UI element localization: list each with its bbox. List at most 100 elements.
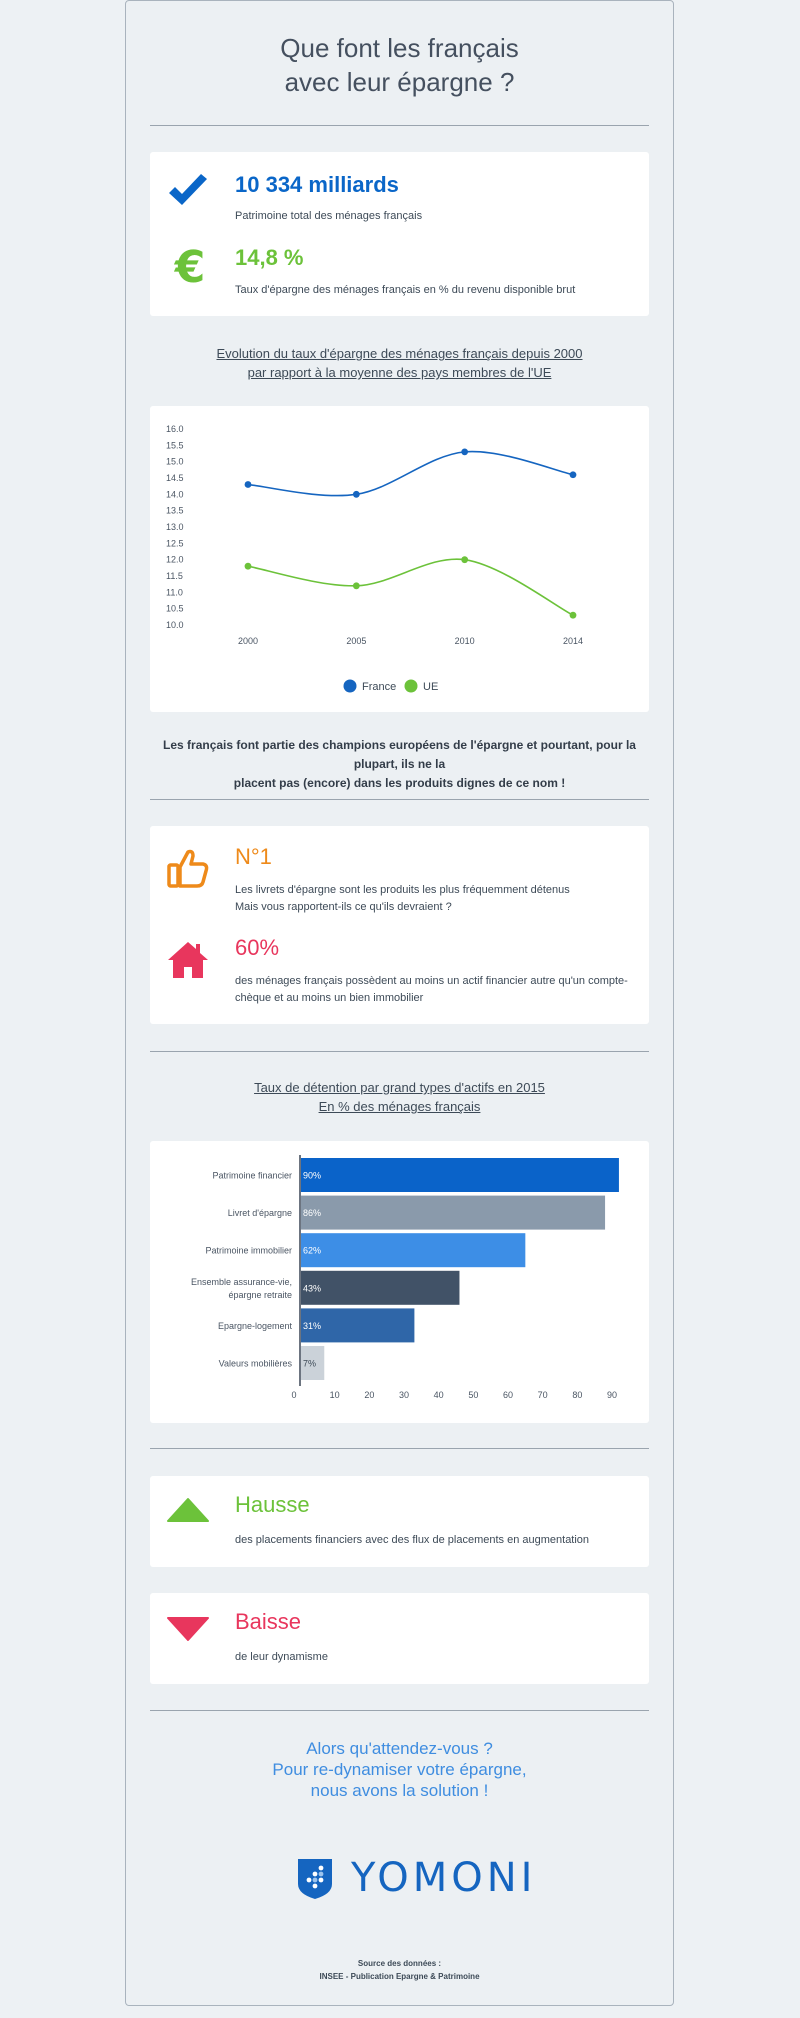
- thumbs-up-icon: [167, 849, 209, 888]
- data-point: [244, 481, 252, 488]
- trend-up-desc: des placements financiers avec des flux …: [235, 1534, 590, 1546]
- brand-logo[interactable]: YOMONI: [297, 1855, 532, 1902]
- checkmark-icon: [169, 174, 207, 205]
- data-point: [461, 556, 469, 564]
- page-title: Que font les français avec leur épargne …: [126, 31, 673, 99]
- y-tick-label: 15.0: [166, 457, 184, 467]
- legend-marker: [343, 679, 357, 693]
- category-label: Livret d'épargne: [228, 1208, 292, 1218]
- y-tick-label: 12.5: [166, 538, 184, 548]
- multi-asset-desc-2: chèque et au moins un bien immobilier: [235, 992, 424, 1004]
- x-tick-label: 30: [399, 1390, 409, 1400]
- call-to-action: Alors qu'attendez-vous ? Pour re-dynamis…: [150, 1738, 649, 1801]
- cta-line-2: Pour re-dynamiser votre épargne,: [272, 1760, 527, 1779]
- source-line-2: INSEE - Publication Epargne & Patrimoine: [319, 1972, 480, 1981]
- y-tick-label: 15.5: [166, 440, 184, 450]
- bar-value-label: 43%: [303, 1283, 321, 1293]
- savings-rate-value: 14,8 %: [235, 245, 304, 270]
- title-line-2: avec leur épargne ?: [284, 67, 515, 97]
- trend-down-value: Baisse: [235, 1609, 302, 1634]
- line-chart: 16.0 15.5 15.0 14.5 14.0 13.5 13.0 12.5 12.0 11.5…: [166, 424, 583, 693]
- multi-asset-desc: des ménages français possèdent au moins …: [235, 973, 635, 1007]
- x-tick-label: 2005: [346, 636, 366, 646]
- category-label: Epargne-logement: [218, 1321, 293, 1331]
- y-tick-label: 14.5: [166, 473, 184, 483]
- x-tick-label: 60: [503, 1390, 513, 1400]
- data-point: [244, 562, 252, 570]
- x-tick-label: 2014: [563, 636, 583, 646]
- top-product-desc-1: Les livrets d'épargne sont les produits …: [235, 884, 570, 896]
- category-label: Valeurs mobilières: [219, 1359, 293, 1369]
- triangle-down-icon: [167, 1617, 209, 1641]
- key-figures-card: 10 334 milliards Patrimoine total des mé…: [150, 152, 649, 316]
- bar-value-label: 90%: [303, 1171, 321, 1181]
- y-tick-label: 10.5: [166, 604, 184, 614]
- data-point: [461, 448, 469, 456]
- data-point: [352, 490, 360, 498]
- top-product-desc-2: Mais vous rapportent-ils ce qu'ils devra…: [235, 901, 452, 913]
- divider: [150, 799, 649, 800]
- trend-up-value: Hausse: [235, 1492, 310, 1517]
- category-label: Patrimoine financier: [212, 1171, 292, 1181]
- total-wealth-value: 10 334 milliards: [235, 172, 399, 197]
- line-chart-heading-1: Evolution du taux d'épargne des ménages …: [216, 346, 583, 361]
- multi-asset-value: 60%: [235, 935, 280, 960]
- triangle-up-icon: [167, 1498, 209, 1522]
- category-label: Patrimoine immobilier: [205, 1246, 292, 1256]
- holdings-card: N°1 Les livrets d'épargne sont les produ…: [150, 826, 649, 1024]
- bar-value-label: 62%: [303, 1246, 321, 1256]
- x-tick-label: 2010: [455, 636, 475, 646]
- savings-rate-desc: Taux d'épargne des ménages français en %…: [235, 284, 576, 296]
- category-label: épargne retraite: [228, 1290, 292, 1300]
- x-tick-label: 10: [330, 1390, 340, 1400]
- divider: [150, 1051, 649, 1052]
- infographic-frame: Que font les français avec leur épargne …: [125, 0, 674, 2006]
- bar-value-label: 31%: [303, 1321, 321, 1331]
- total-wealth-desc: Patrimoine total des ménages français: [235, 210, 423, 222]
- bar: [301, 1308, 415, 1343]
- trend-down-desc: de leur dynamisme: [235, 1651, 328, 1663]
- y-tick-label: 12.0: [166, 555, 184, 565]
- bar-value-label: 86%: [303, 1208, 321, 1218]
- euro-icon: €: [174, 244, 206, 288]
- shield-icon: [298, 1859, 332, 1899]
- multi-asset-desc-1: des ménages français possèdent au moins …: [235, 975, 628, 987]
- data-point: [569, 611, 577, 619]
- y-tick-label: 16.0: [166, 424, 184, 434]
- bar: [301, 1233, 526, 1268]
- house-icon: [168, 942, 208, 978]
- bar-chart-heading: Taux de détention par grand types d'acti…: [150, 1078, 649, 1116]
- x-tick-label: 0: [291, 1390, 296, 1400]
- top-product-desc: Les livrets d'épargne sont les produits …: [235, 882, 635, 916]
- y-tick-label: 11.0: [166, 587, 183, 597]
- trend-down-card: Baisse de leur dynamisme: [150, 1593, 649, 1684]
- svg-text:€: €: [174, 244, 206, 288]
- cta-line-3: nous avons la solution !: [310, 1781, 489, 1800]
- x-tick-label: 20: [364, 1390, 374, 1400]
- legend-marker: [404, 679, 418, 693]
- claim-line-2: placent pas (encore) dans les produits d…: [233, 776, 566, 790]
- bar: [301, 1158, 619, 1192]
- bar-chart-heading-2: En % des ménages français: [318, 1099, 481, 1114]
- divider: [150, 1448, 649, 1449]
- top-product-value: N°1: [235, 844, 272, 869]
- source-line-1: Source des données :: [357, 1959, 442, 1968]
- data-point: [569, 471, 577, 479]
- bar: [301, 1195, 606, 1230]
- series-line-ue: [247, 558, 574, 616]
- bar-chart-card: 90% Patrimoine financier 86% Livret d'éparg…: [150, 1141, 649, 1423]
- y-tick-label: 13.5: [166, 506, 184, 516]
- x-tick-label: 2000: [238, 636, 258, 646]
- line-chart-heading: Evolution du taux d'épargne des ménages …: [150, 344, 649, 382]
- y-tick-label: 10.0: [166, 620, 184, 630]
- title-line-1: Que font les français: [280, 33, 519, 63]
- bar-chart-heading-1: Taux de détention par grand types d'acti…: [254, 1080, 545, 1095]
- divider: [150, 125, 649, 126]
- brand-name: YOMONI: [351, 1855, 537, 1901]
- bar: [301, 1270, 460, 1305]
- line-chart-heading-2: par rapport à la moyenne des pays membre…: [247, 365, 552, 380]
- bar-chart: 90% Patrimoine financier 86% Livret d'éparg…: [191, 1155, 619, 1400]
- legend-label: UE: [423, 681, 438, 693]
- x-tick-label: 40: [434, 1390, 444, 1400]
- trend-up-card: Hausse des placements financiers avec de…: [150, 1476, 649, 1567]
